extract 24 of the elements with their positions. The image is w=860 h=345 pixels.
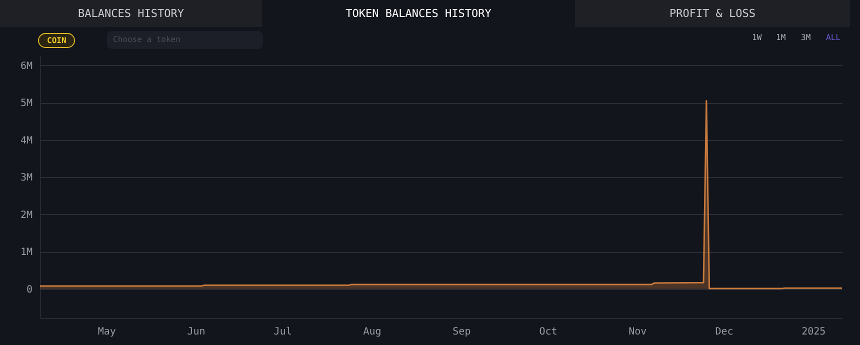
text: PROFIT & LOSS [575, 0, 850, 27]
x-tick-label: May [98, 326, 116, 338]
x-tick-label: 2025 [802, 326, 826, 338]
text: ALL [826, 33, 840, 42]
y-tick-label: 5M [20, 98, 32, 110]
y-tick-label: 6M [20, 60, 32, 72]
y-tick-label: 2M [20, 210, 32, 221]
x-tick-label: Aug [363, 326, 382, 338]
y-tick-label: 4M [20, 135, 32, 146]
y-tick-label: 0 [26, 284, 32, 296]
x-tick-label: Nov [628, 326, 647, 338]
text: TOKEN BALANCES HISTORY [262, 0, 575, 27]
x-tick-label: Oct [539, 326, 558, 338]
x-tick-label: Sep [452, 326, 471, 338]
text: 1M [776, 33, 786, 42]
y-tick-label: 1M [20, 247, 32, 258]
text: COIN [38, 33, 76, 48]
x-tick-label: Jun [187, 326, 206, 338]
x-tick-label: Dec [715, 326, 734, 338]
text: 3M [801, 33, 811, 42]
x-tick-label: Jul [274, 326, 292, 338]
text: 1W [752, 33, 762, 42]
text: BALANCES HISTORY [0, 0, 262, 27]
y-tick-label: 3M [20, 172, 32, 184]
